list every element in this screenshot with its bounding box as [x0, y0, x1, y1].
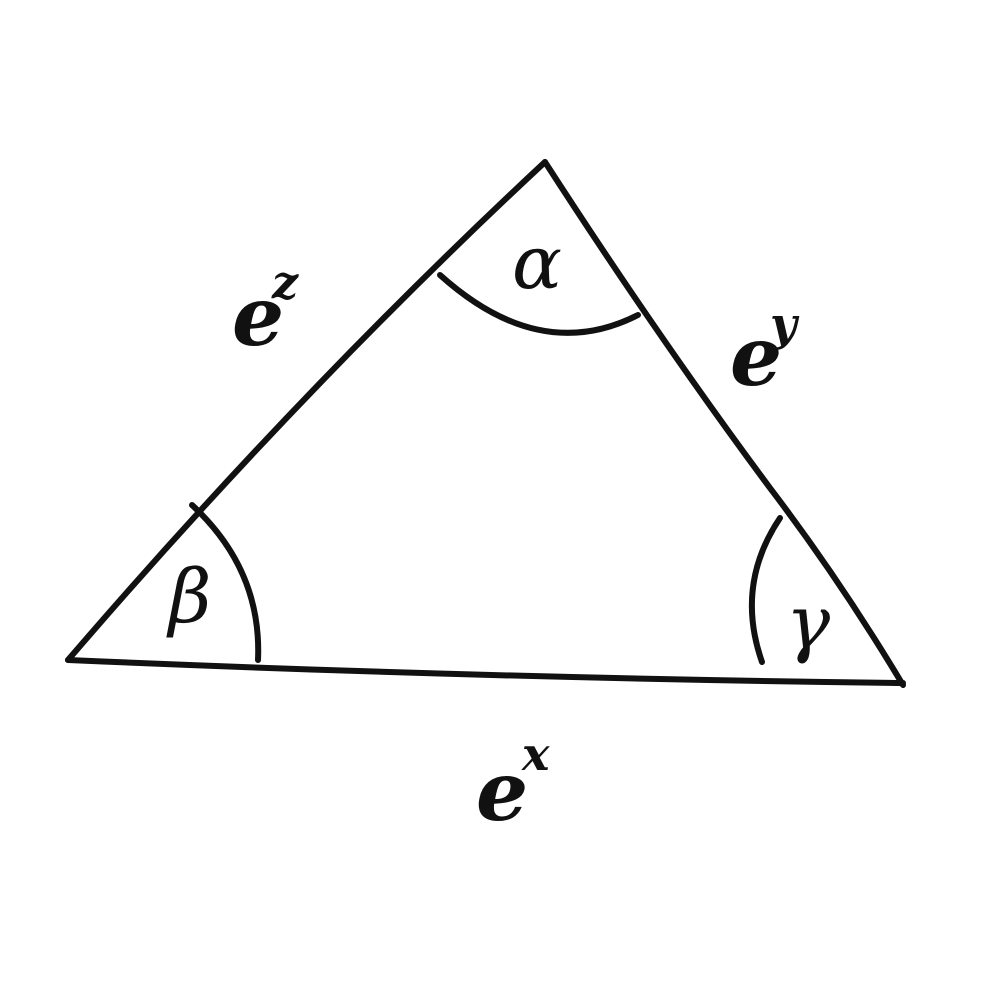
- side-label-right-exponent: y: [769, 297, 800, 351]
- triangle-side-left: [65, 159, 548, 663]
- side-label-bottom-base: e: [476, 744, 528, 840]
- side-label-bottom: e x: [476, 727, 550, 840]
- angle-label-beta: β: [166, 554, 212, 640]
- triangle-side-right: [542, 159, 906, 688]
- angle-label-gamma: γ: [786, 580, 831, 666]
- side-label-left-base: e: [232, 269, 284, 365]
- side-label-bottom-exponent: x: [521, 727, 550, 781]
- side-label-right-base: e: [730, 309, 782, 405]
- side-label-left-exponent: z: [271, 255, 299, 309]
- angle-arc-beta: [189, 502, 262, 663]
- angle-arc-alpha: [437, 272, 641, 336]
- angle-arc-gamma: [748, 515, 783, 665]
- side-label-left: e z: [232, 255, 299, 365]
- side-label-right: e y: [730, 297, 800, 405]
- triangle-side-bottom: [65, 657, 906, 686]
- angle-label-alpha: α: [512, 220, 562, 306]
